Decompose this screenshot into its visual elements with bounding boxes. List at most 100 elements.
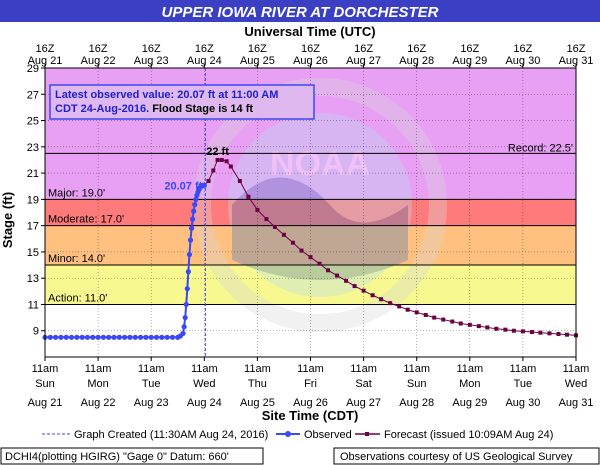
observed-point bbox=[192, 202, 198, 208]
bottom-axis-ticks: 11am Sun Aug 21 11am Mon Aug 22 11am Tue Aug 23 1… bbox=[28, 357, 594, 409]
top-tick-date: Aug 31 bbox=[559, 55, 594, 67]
forecast-point bbox=[467, 322, 472, 327]
info-line-2-date: CDT 24-Aug-2016. bbox=[55, 103, 149, 115]
bottom-tick-time: 11am bbox=[510, 363, 537, 375]
bottom-tick-time: 11am bbox=[297, 363, 324, 375]
bottom-axis-title: Site Time (CDT) bbox=[262, 408, 359, 423]
forecast-point bbox=[423, 312, 428, 317]
bottom-tick-date: Aug 27 bbox=[346, 397, 381, 409]
forecast-point bbox=[317, 261, 322, 266]
annotations: 20.07 ft 22 ft bbox=[164, 146, 229, 192]
forecast-point bbox=[215, 157, 220, 162]
top-tick-hour: 16Z bbox=[248, 43, 267, 55]
forecast-point bbox=[219, 157, 224, 162]
forecast-point bbox=[379, 297, 384, 302]
top-tick-hour: 16Z bbox=[89, 43, 108, 55]
bottom-tick-date: Aug 21 bbox=[28, 397, 63, 409]
top-tick-date: Aug 28 bbox=[399, 55, 434, 67]
footer-right: Observations courtesy of US Geological S… bbox=[340, 451, 573, 463]
forecast-point bbox=[211, 168, 216, 173]
bottom-tick-day: Mon bbox=[87, 378, 108, 390]
bottom-tick-day: Tue bbox=[514, 378, 533, 390]
forecast-point bbox=[237, 178, 242, 183]
forecast-point bbox=[397, 304, 402, 309]
legend-observed-marker bbox=[285, 431, 291, 437]
top-tick-hour: 16Z bbox=[195, 43, 214, 55]
forecast-point bbox=[458, 321, 463, 326]
threshold-label-record: Record: 22.5' bbox=[508, 142, 573, 154]
observed-point bbox=[111, 334, 117, 340]
y-tick-label: 15 bbox=[27, 247, 39, 259]
observed-point bbox=[90, 334, 96, 340]
observed-point bbox=[188, 225, 195, 231]
watermark-outer-ring bbox=[193, 78, 447, 332]
bottom-tick-day: Fri bbox=[304, 378, 317, 390]
footer-left-box bbox=[0, 447, 264, 465]
bottom-tick-day: Sun bbox=[35, 378, 55, 390]
forecast-point bbox=[206, 178, 211, 183]
y-tick-label: 11 bbox=[28, 299, 39, 311]
bottom-tick-date: Aug 29 bbox=[452, 397, 487, 409]
watermark-gull-icon bbox=[232, 177, 408, 280]
observed-point bbox=[116, 334, 122, 340]
y-tick-label: 27 bbox=[27, 89, 39, 101]
y-tick-label: 19 bbox=[27, 194, 39, 206]
y-axis-title: Stage (ft) bbox=[0, 192, 15, 248]
annotation-latest-observed: 20.07 ft bbox=[164, 180, 202, 192]
observed-point bbox=[191, 208, 197, 214]
bottom-tick-time: 11am bbox=[32, 363, 59, 375]
bottom-tick-date: Aug 26 bbox=[293, 397, 328, 409]
forecast-point bbox=[344, 278, 349, 283]
legend-graph-created-label: Graph Created (11:30AM Aug 24, 2016) bbox=[74, 429, 268, 441]
observed-point bbox=[106, 334, 112, 340]
observed-point bbox=[122, 334, 128, 340]
top-axis-title: Universal Time (UTC) bbox=[244, 24, 375, 39]
observed-point bbox=[186, 251, 193, 258]
observed-point bbox=[74, 334, 80, 340]
observed-point bbox=[193, 196, 199, 202]
observed-point bbox=[164, 334, 170, 340]
forecast-point bbox=[246, 194, 251, 199]
bottom-tick-day: Thu bbox=[248, 378, 267, 390]
series-layer bbox=[42, 157, 578, 340]
observed-point bbox=[63, 334, 69, 340]
top-tick-hour: 16Z bbox=[567, 43, 586, 55]
observed-point bbox=[58, 334, 64, 340]
bottom-tick-date: Aug 31 bbox=[559, 397, 594, 409]
forecast-point bbox=[352, 284, 357, 289]
forecast-point bbox=[290, 240, 295, 245]
top-tick-hour: 16Z bbox=[36, 43, 55, 55]
forecast-point bbox=[224, 159, 229, 164]
top-tick-hour: 16Z bbox=[301, 43, 320, 55]
forecast-point bbox=[511, 328, 516, 333]
top-tick-date: Aug 22 bbox=[81, 55, 116, 67]
top-tick-hour: 16Z bbox=[407, 43, 426, 55]
y-axis-ticks: 9 11 13 15 17 19 21 23 25 27 29 bbox=[27, 63, 45, 338]
forecast-point bbox=[564, 332, 569, 337]
observed-point bbox=[68, 334, 75, 340]
bottom-tick-time: 11am bbox=[350, 363, 377, 375]
observed-point bbox=[190, 216, 196, 222]
top-tick-date: Aug 24 bbox=[187, 55, 222, 67]
y-tick-label: 21 bbox=[27, 168, 39, 180]
observed-point bbox=[132, 334, 138, 340]
top-tick-hour: 16Z bbox=[354, 43, 373, 55]
observed-point bbox=[201, 182, 207, 188]
bottom-tick-time: 11am bbox=[244, 363, 271, 375]
y-tick-label: 25 bbox=[27, 116, 39, 128]
info-box bbox=[49, 84, 315, 120]
bottom-tick-date: Aug 23 bbox=[134, 397, 169, 409]
top-tick-hour: 16Z bbox=[460, 43, 479, 55]
bottom-tick-date: Aug 28 bbox=[399, 397, 434, 409]
forecast-point bbox=[547, 331, 552, 336]
observed-point bbox=[185, 269, 191, 275]
title-banner bbox=[0, 0, 600, 22]
forecast-point bbox=[520, 329, 525, 334]
bottom-tick-day: Mon bbox=[459, 378, 480, 390]
observed-point bbox=[159, 334, 165, 340]
top-tick-date: Aug 25 bbox=[240, 55, 275, 67]
annotation-forecast-crest: 22 ft bbox=[206, 146, 229, 158]
info-line-2: CDT 24-Aug-2016. Flood Stage is 14 ft bbox=[55, 103, 253, 115]
bottom-tick-date: Aug 30 bbox=[505, 397, 540, 409]
